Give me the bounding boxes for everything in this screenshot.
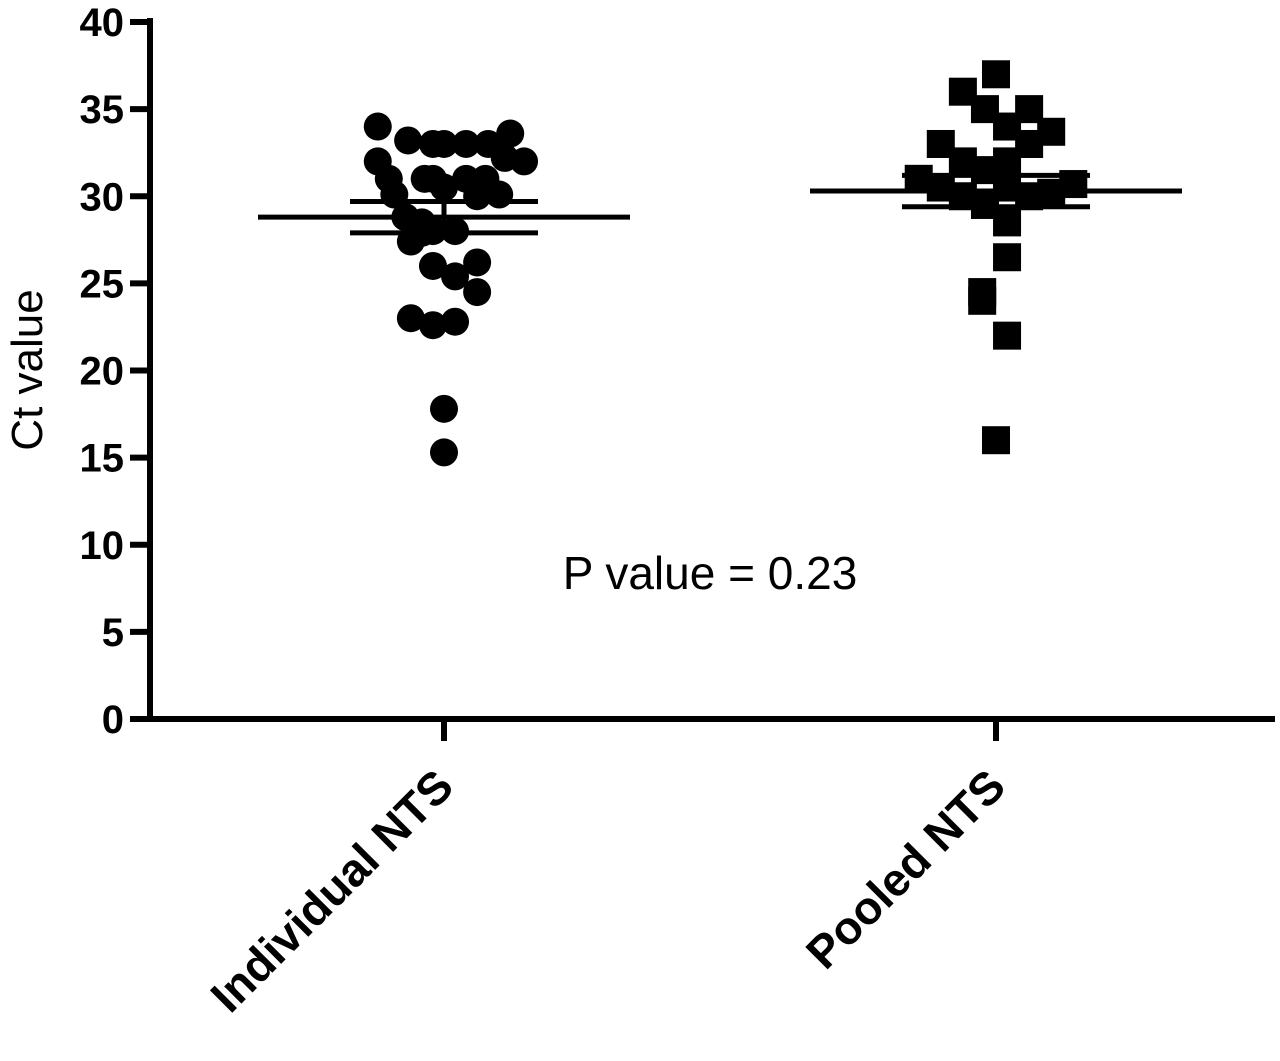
- data-point: [418, 311, 447, 340]
- data-point: [463, 278, 492, 307]
- data-point: [396, 304, 425, 333]
- y-tick-label: 20: [80, 350, 125, 394]
- x-category-label: Pooled NTS: [796, 759, 1015, 978]
- data-point: [394, 126, 423, 155]
- data-point: [463, 248, 492, 277]
- x-category-label: Individual NTS: [200, 759, 463, 1022]
- data-point: [982, 426, 1010, 455]
- data-point: [993, 208, 1022, 237]
- y-axis-title: Ct value: [3, 289, 52, 450]
- data-point: [496, 119, 525, 148]
- data-point: [430, 394, 458, 423]
- axes: 0 5 10 15 20 25 30 35 40 Individual NTS Pooled NTS: [80, 1, 1275, 1022]
- data-point: [430, 173, 458, 202]
- data-point: [363, 112, 392, 141]
- y-tick-label: 10: [80, 524, 125, 568]
- data-point: [993, 321, 1022, 350]
- data-point: [430, 129, 458, 158]
- data-point: [485, 180, 514, 209]
- data-point: [993, 243, 1022, 272]
- data-point: [430, 438, 458, 467]
- y-tick-label: 5: [102, 611, 124, 655]
- data-point: [1037, 117, 1066, 146]
- data-point: [441, 307, 470, 336]
- data-point: [441, 262, 470, 291]
- y-tick-label: 15: [80, 437, 125, 481]
- data-point: [510, 147, 539, 176]
- y-tick-label: 30: [80, 175, 125, 219]
- data-point: [418, 251, 447, 280]
- mean-error-bars: [258, 172, 1182, 236]
- y-tick-label: 35: [80, 88, 125, 132]
- p-value-annotation: P value = 0.23: [563, 547, 858, 599]
- y-tick-label: 25: [80, 262, 125, 306]
- data-point: [968, 286, 997, 315]
- data-point: [452, 129, 481, 158]
- y-tick-label: 0: [102, 698, 124, 742]
- data-point: [982, 60, 1010, 89]
- data-marks: [363, 60, 1088, 467]
- y-tick-label: 40: [80, 1, 125, 45]
